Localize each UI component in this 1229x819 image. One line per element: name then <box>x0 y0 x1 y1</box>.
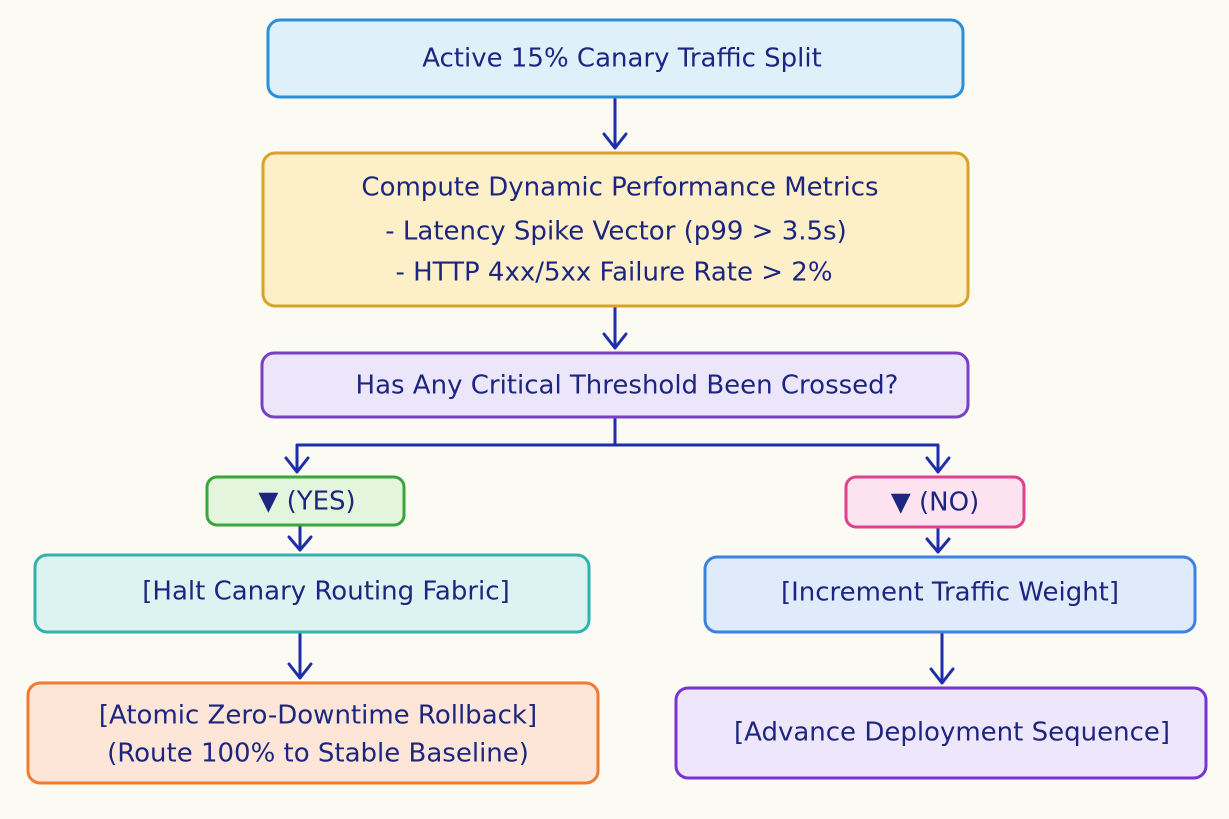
node-text: ▼ (YES) <box>258 487 355 517</box>
node: Active 15% Canary Traffic Split <box>266 18 965 99</box>
node-box <box>844 475 1026 529</box>
node-text: [Atomic Zero-Downtime Rollback] <box>99 701 537 731</box>
node-text: Compute Dynamic Performance Metrics <box>361 173 878 203</box>
node-text: - Latency Spike Vector (p99 > 3.5s) <box>385 217 847 247</box>
node-text: ▼ (NO) <box>891 488 979 518</box>
node: ▼ (NO) <box>844 475 1026 529</box>
arrow <box>929 630 955 685</box>
node: Has Any Critical Threshold Been Crossed? <box>260 351 970 419</box>
node-box <box>261 151 970 308</box>
branch-arrow <box>284 415 951 474</box>
node: [Advance Deployment Sequence] <box>674 686 1208 780</box>
node: ▼ (YES) <box>205 475 406 527</box>
arrow <box>287 630 313 680</box>
arrow <box>602 304 628 350</box>
node-text: [Increment Traffic Weight] <box>781 578 1119 608</box>
arrow <box>925 525 951 554</box>
node: Compute Dynamic Performance Metrics - La… <box>261 151 970 308</box>
node-text: Active 15% Canary Traffic Split <box>422 44 822 74</box>
node-box <box>26 681 600 785</box>
node-text: [Advance Deployment Sequence] <box>734 718 1170 748</box>
node-text: [Halt Canary Routing Fabric] <box>142 577 509 607</box>
arrow <box>287 523 313 552</box>
node-text: Has Any Critical Threshold Been Crossed? <box>356 371 899 401</box>
node-box <box>674 686 1208 780</box>
node: [Atomic Zero-Downtime Rollback] (Route 1… <box>26 681 600 785</box>
node: [Increment Traffic Weight] <box>703 555 1197 634</box>
node-box <box>260 351 970 419</box>
node-box <box>703 555 1197 634</box>
node-text: (Route 100% to Stable Baseline) <box>107 739 529 769</box>
connectors <box>284 95 955 685</box>
node-box <box>205 475 406 527</box>
node-box <box>33 553 591 634</box>
node-text: - HTTP 4xx/5xx Failure Rate > 2% <box>395 258 832 288</box>
arrow <box>602 95 628 150</box>
node-box <box>266 18 965 99</box>
node: [Halt Canary Routing Fabric] <box>33 553 591 634</box>
